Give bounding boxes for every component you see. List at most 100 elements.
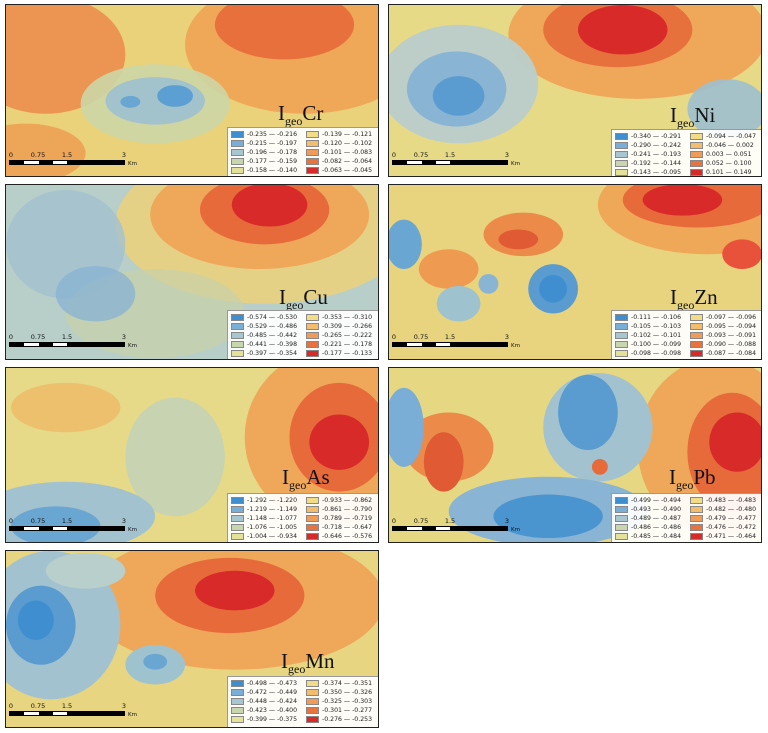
scale-bar: 0 0.75 1.5 3 Km <box>391 517 520 539</box>
legend-item: -0.479 — -0.477 <box>690 514 756 523</box>
heatmap-ni <box>389 5 761 176</box>
legend-item: -0.082 — -0.064 <box>306 157 372 166</box>
legend-item: -0.276 — -0.253 <box>306 715 372 724</box>
legend-item: -0.158 — -0.140 <box>231 166 297 175</box>
scale-tick-label: 0.75 <box>30 702 46 710</box>
scale-unit: Km <box>128 343 137 349</box>
legend-item: -0.397 — -0.354 <box>231 349 297 358</box>
scale-tick-label: 3 <box>121 702 127 710</box>
scale-bar: 0 0.75 1.5 3 Km <box>9 517 137 539</box>
heatmap-cr <box>6 5 378 176</box>
legend-item: -0.102 — -0.101 <box>615 331 681 340</box>
scale-tick-label: 0.75 <box>30 333 46 341</box>
panel-title-as: IgeoAs <box>282 465 330 492</box>
legend-zn: -0.111 — -0.106 -0.105 — -0.103 -0.102 —… <box>611 310 761 359</box>
scale-unit: Km <box>128 527 137 533</box>
scale-bar: 0 0.75 1.5 3 Km <box>391 151 520 173</box>
legend-item: -0.485 — -0.484 <box>615 532 681 541</box>
legend-item: -0.476 — -0.472 <box>690 523 756 532</box>
scale-tick-label: 1.5 <box>444 151 456 159</box>
scale-tick-label: 0.75 <box>413 517 429 525</box>
scale-tick-label: 3 <box>121 517 127 525</box>
heatmap-zn <box>389 185 761 359</box>
scale-tick-label: 1.5 <box>61 333 73 341</box>
legend-item: -0.265 — -0.222 <box>306 331 372 340</box>
scale-unit: Km <box>128 161 137 167</box>
legend-item: -1.148 — -1.077 <box>231 514 297 523</box>
legend-item: -0.498 — -0.473 <box>231 679 297 688</box>
scale-tick-label: 3 <box>504 151 510 159</box>
legend-item: -0.718 — -0.647 <box>306 523 372 532</box>
scale-tick-label: 0.75 <box>30 151 46 159</box>
legend-item: -0.221 — -0.178 <box>306 340 372 349</box>
legend-item: -0.139 — -0.121 <box>306 130 372 139</box>
legend-item: -0.861 — -0.790 <box>306 505 372 514</box>
legend-item: -0.087 — -0.084 <box>690 349 756 358</box>
legend-pb: -0.499 — -0.494 -0.493 — -0.490 -0.489 —… <box>611 493 761 542</box>
legend-item: -0.489 — -0.487 <box>615 514 681 523</box>
panel-title-zn: IgeoZn <box>670 285 718 312</box>
legend-item: 0.003 — 0.051 <box>690 150 752 159</box>
scale-bar: 0 0.75 1.5 3 Km <box>9 333 137 355</box>
scale-tick-label: 0.75 <box>30 517 46 525</box>
legend-cu: -0.574 — -0.530 -0.529 — -0.486 -0.485 —… <box>227 310 378 359</box>
heatmap-cu <box>6 185 378 359</box>
legend-item: -0.350 — -0.326 <box>306 688 372 697</box>
map-panel-mn: IgeoMn -0.498 — -0.473 -0.472 — -0.449 -… <box>5 550 379 728</box>
legend-item: -0.353 — -0.310 <box>306 313 372 322</box>
scale-tick-label: 1.5 <box>444 333 456 341</box>
legend-item: -0.094 — -0.047 <box>690 132 756 141</box>
scale-unit: Km <box>511 343 520 349</box>
legend-item: -0.933 — -0.862 <box>306 496 372 505</box>
legend-item: -1.292 — -1.220 <box>231 496 297 505</box>
scale-tick-label: 3 <box>121 151 127 159</box>
panel-title-ni: IgeoNi <box>670 103 716 130</box>
scale-tick-label: 3 <box>504 517 510 525</box>
panel-title-pb: IgeoPb <box>669 465 716 492</box>
panel-title-cr: IgeoCr <box>278 101 324 128</box>
legend-item: -0.325 — -0.303 <box>306 697 372 706</box>
legend-item: -0.098 — -0.098 <box>615 349 681 358</box>
scale-bar: 0 0.75 1.5 3 Km <box>392 333 520 355</box>
map-panel-cu: IgeoCu -0.574 — -0.530 -0.529 — -0.486 -… <box>5 184 379 360</box>
scale-tick-label: 0.75 <box>413 333 429 341</box>
scale-tick-label: 1.5 <box>444 517 456 525</box>
scale-bar: 0 0.75 1.5 3 Km <box>8 702 137 724</box>
scale-tick-label: 1.5 <box>61 517 73 525</box>
legend-item: -0.485 — -0.442 <box>231 331 297 340</box>
legend-item: -0.340 — -0.291 <box>615 132 681 141</box>
legend-item: -0.090 — -0.088 <box>690 340 756 349</box>
legend-item: -0.097 — -0.096 <box>690 313 756 322</box>
scale-bar: 0 0.75 1.5 3 Km <box>9 151 137 173</box>
legend-item: -0.241 — -0.193 <box>615 150 681 159</box>
map-panel-pb: IgeoPb -0.499 — -0.494 -0.493 — -0.490 -… <box>388 367 762 543</box>
legend-item: -0.499 — -0.494 <box>615 496 681 505</box>
legend-item: -0.120 — -0.102 <box>306 139 372 148</box>
legend-item: -0.063 — -0.045 <box>306 166 372 175</box>
legend-item: -0.399 — -0.375 <box>231 715 297 724</box>
legend-item: -0.472 — -0.449 <box>231 688 297 697</box>
scale-tick-label: 0 <box>8 702 14 710</box>
legend-item: -1.076 — -1.005 <box>231 523 297 532</box>
legend-item: -0.111 — -0.106 <box>615 313 681 322</box>
legend-item: -0.177 — -0.133 <box>306 349 372 358</box>
legend-item: -0.105 — -0.103 <box>615 322 681 331</box>
scale-unit: Km <box>511 527 520 533</box>
legend-item: -0.529 — -0.486 <box>231 322 297 331</box>
legend-item: -0.235 — -0.216 <box>231 130 297 139</box>
legend-item: -0.374 — -0.351 <box>306 679 372 688</box>
legend-item: -0.574 — -0.530 <box>231 313 297 322</box>
scale-tick-label: 0 <box>391 517 397 525</box>
legend-item: -0.483 — -0.483 <box>690 496 756 505</box>
scale-tick-label: 0 <box>391 151 397 159</box>
legend-ni: -0.340 — -0.291 -0.290 — -0.242 -0.241 —… <box>611 129 761 176</box>
legend-item: -0.471 — -0.464 <box>690 532 756 541</box>
legend-item: -0.290 — -0.242 <box>615 141 681 150</box>
map-panel-ni: IgeoNi -0.340 — -0.291 -0.290 — -0.242 -… <box>388 4 762 177</box>
legend-item: -0.196 — -0.178 <box>231 148 297 157</box>
legend-item: -0.192 — -0.144 <box>615 159 681 168</box>
legend-mn: -0.498 — -0.473 -0.472 — -0.449 -0.448 —… <box>227 676 378 727</box>
legend-item: -0.101 — -0.083 <box>306 148 372 157</box>
scale-tick-label: 3 <box>504 333 510 341</box>
legend-item: -0.046 — 0.002 <box>690 141 754 150</box>
